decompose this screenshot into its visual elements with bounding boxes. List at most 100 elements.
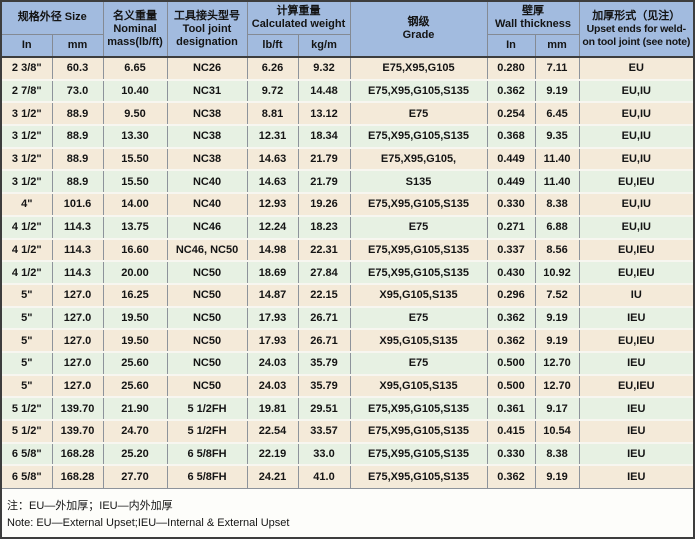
cell-nominal-mass: 21.90 <box>102 397 168 421</box>
cell-tool-joint: NC38 <box>166 147 248 172</box>
cell-size-mm: 88.9 <box>51 125 104 149</box>
cell-weight-kgm: 33.0 <box>297 442 351 467</box>
subcol-wall-in: In <box>486 34 536 58</box>
cell-grade: X95,G105,S135 <box>349 374 488 399</box>
cell-nominal-mass: 19.50 <box>102 329 168 353</box>
subcol-weight-kgm: kg/m <box>297 34 351 58</box>
cell-grade: E75,X95,G105,S135 <box>349 193 488 217</box>
cell-upset: EU,IU <box>578 102 693 127</box>
cell-weight-kgm: 19.26 <box>297 193 351 217</box>
cell-upset: EU,IEU <box>578 170 693 195</box>
cell-size-in: 4 1/2" <box>2 261 53 285</box>
cell-wall-mm: 9.17 <box>534 397 580 421</box>
cell-weight-kgm: 13.12 <box>297 102 351 127</box>
cell-weight-kgm: 35.79 <box>297 351 351 376</box>
cell-size-mm: 127.0 <box>51 374 104 399</box>
cell-weight-kgm: 18.23 <box>297 215 351 240</box>
cell-weight-lbft: 24.03 <box>246 374 299 399</box>
cell-size-mm: 127.0 <box>51 283 104 308</box>
cell-wall-in: 0.254 <box>486 102 536 127</box>
cell-upset: EU <box>578 57 693 81</box>
cell-size-mm: 114.3 <box>51 238 104 263</box>
cell-wall-in: 0.430 <box>486 261 536 285</box>
cell-size-in: 4 1/2" <box>2 238 53 263</box>
cell-grade: E75,X95,G105, <box>349 147 488 172</box>
cell-size-in: 3 1/2" <box>2 147 53 172</box>
note-line-en: Note: EU—External Upset;IEU—Internal & E… <box>7 517 290 530</box>
table-row: 5 1/2" 139.70 21.90 5 1/2FH 19.81 29.51 … <box>2 397 693 421</box>
cell-tool-joint: 6 5/8FH <box>166 465 248 489</box>
cell-size-in: 4 1/2" <box>2 215 53 240</box>
col-header-nominal-mass: 名义重量 Nominal mass(lb/ft) <box>102 2 168 58</box>
cell-weight-kgm: 22.31 <box>297 238 351 263</box>
cell-tool-joint: 5 1/2FH <box>166 420 248 444</box>
cell-nominal-mass: 14.00 <box>102 193 168 217</box>
cell-grade: E75,X95,G105,S135 <box>349 420 488 444</box>
table-row: 4 1/2" 114.3 13.75 NC46 12.24 18.23 E75 … <box>2 215 693 240</box>
col-header-grade-en: Grade <box>402 29 435 41</box>
cell-weight-lbft: 24.21 <box>246 465 299 489</box>
cell-grade: E75,X95,G105,S135 <box>349 79 488 104</box>
cell-wall-mm: 9.19 <box>534 465 580 489</box>
cell-nominal-mass: 6.65 <box>102 57 168 81</box>
cell-tool-joint: NC31 <box>166 79 248 104</box>
cell-size-mm: 101.6 <box>51 193 104 217</box>
cell-weight-lbft: 14.87 <box>246 283 299 308</box>
cell-wall-in: 0.449 <box>486 147 536 172</box>
cell-wall-mm: 7.52 <box>534 283 580 308</box>
cell-weight-lbft: 8.81 <box>246 102 299 127</box>
cell-size-mm: 139.70 <box>51 397 104 421</box>
cell-weight-kgm: 9.32 <box>297 57 351 81</box>
cell-wall-mm: 9.19 <box>534 79 580 104</box>
cell-weight-kgm: 33.57 <box>297 420 351 444</box>
cell-tool-joint: NC46 <box>166 215 248 240</box>
cell-upset: EU,IEU <box>578 374 693 399</box>
cell-grade: E75,X95,G105,S135 <box>349 397 488 421</box>
cell-grade: E75 <box>349 215 488 240</box>
table-row: 3 1/2" 88.9 9.50 NC38 8.81 13.12 E75 0.2… <box>2 102 693 127</box>
cell-wall-mm: 6.45 <box>534 102 580 127</box>
cell-weight-lbft: 19.81 <box>246 397 299 421</box>
cell-tool-joint: NC50 <box>166 351 248 376</box>
cell-tool-joint: NC50 <box>166 261 248 285</box>
cell-weight-lbft: 9.72 <box>246 79 299 104</box>
cell-tool-joint: 5 1/2FH <box>166 397 248 421</box>
cell-wall-in: 0.280 <box>486 57 536 81</box>
cell-grade: E75,X95,G105,S135 <box>349 261 488 285</box>
subcol-size-in: In <box>2 34 53 58</box>
cell-grade: E75,X95,G105,S135 <box>349 125 488 149</box>
cell-nominal-mass: 15.50 <box>102 170 168 195</box>
cell-nominal-mass: 16.60 <box>102 238 168 263</box>
col-header-upset: 加厚形式（见注） Upset ends for weld- on tool jo… <box>578 2 693 58</box>
cell-wall-in: 0.330 <box>486 193 536 217</box>
cell-size-in: 3 1/2" <box>2 125 53 149</box>
note-line-zh: 注：EU—外加厚；IEU—内外加厚 <box>7 499 173 512</box>
cell-wall-in: 0.337 <box>486 238 536 263</box>
table-row: 5" 127.0 19.50 NC50 17.93 26.71 X95,G105… <box>2 329 693 353</box>
table-body: 2 3/8" 60.3 6.65 NC26 6.26 9.32 E75,X95,… <box>2 57 693 489</box>
cell-tool-joint: NC26 <box>166 57 248 81</box>
cell-wall-in: 0.296 <box>486 283 536 308</box>
cell-upset: IEU <box>578 306 693 331</box>
cell-weight-kgm: 27.84 <box>297 261 351 285</box>
table-row: 3 1/2" 88.9 15.50 NC40 14.63 21.79 S135 … <box>2 170 693 195</box>
table-row: 6 5/8" 168.28 25.20 6 5/8FH 22.19 33.0 E… <box>2 442 693 467</box>
col-header-tool-joint: 工具接头型号 Tool joint designation <box>166 2 248 58</box>
table-row: 3 1/2" 88.9 13.30 NC38 12.31 18.34 E75,X… <box>2 125 693 149</box>
cell-weight-lbft: 17.93 <box>246 329 299 353</box>
cell-size-in: 5" <box>2 329 53 353</box>
drill-pipe-spec-table: 规格外径 Size 名义重量 Nominal mass(lb/ft) 工具接头型… <box>2 2 693 489</box>
cell-wall-in: 0.362 <box>486 306 536 331</box>
col-header-wall-thickness: 壁厚 Wall thickness <box>486 2 580 35</box>
cell-size-mm: 168.28 <box>51 465 104 489</box>
col-header-upset-en2: on tool joint (see note) <box>582 35 691 48</box>
cell-weight-lbft: 12.31 <box>246 125 299 149</box>
cell-grade: E75 <box>349 102 488 127</box>
cell-nominal-mass: 13.75 <box>102 215 168 240</box>
col-header-wall-zh: 壁厚 <box>522 4 545 17</box>
cell-size-in: 2 3/8" <box>2 57 53 81</box>
cell-size-mm: 60.3 <box>51 57 104 81</box>
cell-wall-in: 0.362 <box>486 79 536 104</box>
cell-weight-lbft: 18.69 <box>246 261 299 285</box>
cell-weight-kgm: 41.0 <box>297 465 351 489</box>
